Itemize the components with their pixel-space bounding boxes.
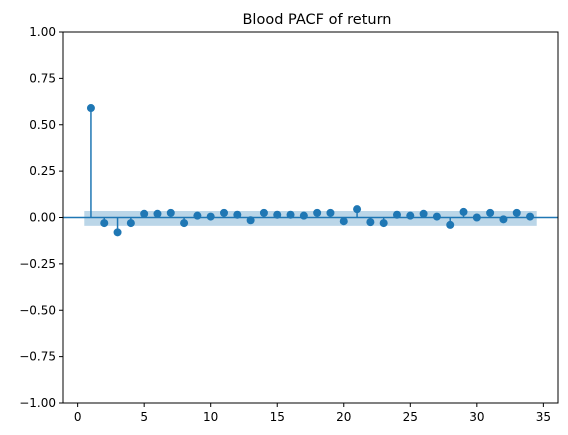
x-tick-label: 25 [403,410,418,424]
x-axis: 0 5 10 15 20 25 30 35 [74,403,551,424]
x-tick-label: 35 [536,410,551,424]
pacf-point [339,217,348,226]
plot-area [63,104,558,237]
pacf-point [286,210,295,219]
pacf-point [299,211,308,220]
pacf-point [259,208,268,217]
x-tick-label: 0 [74,410,82,424]
pacf-point [486,208,495,217]
y-axis: −1.00 −0.75 −0.50 −0.25 0.00 0.25 0.50 0.75 1.00 [19,25,63,410]
confidence-band [84,211,537,226]
pacf-point [326,208,335,217]
chart-title: Blood PACF of return [242,12,391,28]
pacf-point [180,219,189,228]
pacf-point [366,218,375,227]
pacf-point [206,212,215,221]
pacf-point [273,210,282,219]
pacf-point [193,211,202,220]
pacf-point [406,211,415,220]
y-tick-label: −0.50 [19,303,56,317]
pacf-point [246,216,255,225]
pacf-point [220,208,229,217]
pacf-point [86,104,95,113]
pacf-point [499,215,508,224]
pacf-point [392,210,401,219]
y-tick-label: 0.00 [29,211,56,225]
pacf-point [153,209,162,218]
x-tick-label: 5 [140,410,148,424]
pacf-point [353,205,362,214]
pacf-point [526,212,535,221]
y-tick-label: 0.50 [29,118,56,132]
y-tick-label: 0.75 [29,71,56,85]
y-tick-label: −0.75 [19,350,56,364]
pacf-point [379,219,388,228]
x-tick-label: 15 [270,410,285,424]
pacf-point [432,212,441,221]
pacf-point [459,207,468,216]
x-tick-label: 20 [336,410,351,424]
x-tick-label: 30 [469,410,484,424]
pacf-point [419,209,428,218]
pacf-point [472,213,481,222]
y-tick-label: 1.00 [29,25,56,39]
y-tick-label: 0.25 [29,164,56,178]
pacf-point [100,219,109,228]
pacf-point [512,208,521,217]
pacf-point [313,208,322,217]
pacf-point [233,210,242,219]
pacf-point [126,219,135,228]
x-tick-label: 10 [203,410,218,424]
pacf-point [166,208,175,217]
y-tick-label: −0.25 [19,257,56,271]
y-tick-label: −1.00 [19,396,56,410]
pacf-point [113,228,122,237]
pacf-point [140,209,149,218]
pacf-point [446,220,455,229]
